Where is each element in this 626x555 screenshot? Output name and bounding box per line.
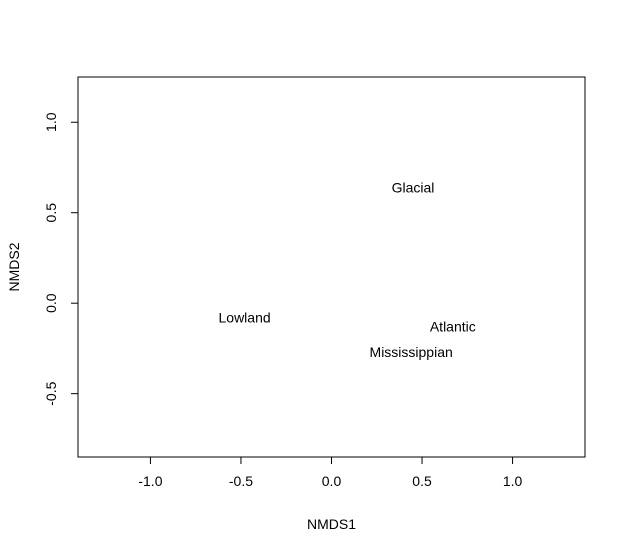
x-tick-label: 0.0 (322, 473, 342, 489)
point-label: Lowland (219, 310, 271, 326)
point-label: Glacial (392, 179, 435, 195)
point-labels: Glacial Lowland Atlantic Mississippian (219, 179, 476, 360)
y-tick-label: 0.0 (43, 293, 59, 313)
point-label: Atlantic (430, 319, 476, 335)
x-tick-label: 1.0 (503, 473, 523, 489)
y-axis-title: NMDS2 (6, 242, 22, 291)
point-label: Mississippian (370, 344, 453, 360)
plot-frame (77, 76, 586, 458)
x-tick-label: -0.5 (229, 473, 253, 489)
x-axis: -1.0 -0.5 0.0 0.5 1.0 (138, 456, 523, 489)
y-tick-label: 0.5 (43, 203, 59, 223)
x-axis-title: NMDS1 (307, 516, 356, 532)
y-tick-label: 1.0 (43, 112, 59, 132)
x-tick-label: 0.5 (412, 473, 432, 489)
y-axis: -0.5 0.0 0.5 1.0 (43, 112, 79, 406)
x-tick-label: -1.0 (138, 473, 162, 489)
y-tick-label: -0.5 (43, 381, 59, 405)
